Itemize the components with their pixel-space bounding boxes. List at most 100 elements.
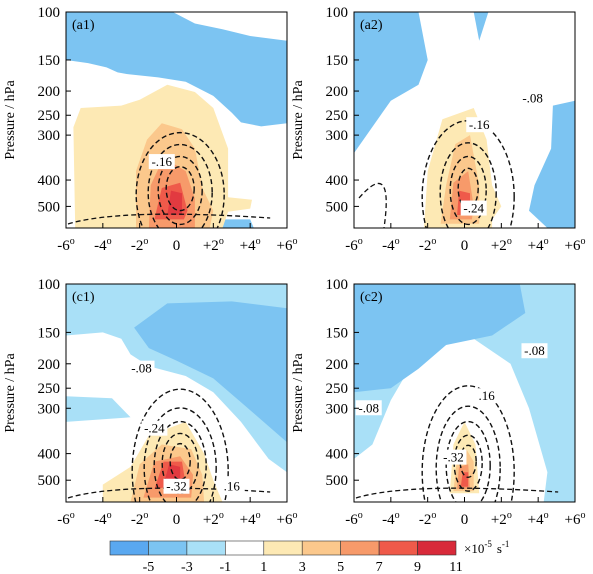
colorbar-unit: ×10-5 s-1 [464,539,509,556]
x-tick-label: -4o [382,236,400,254]
y-tick-label: 500 [38,199,61,215]
colorbar-swatch-7 [378,540,418,556]
y-tick-label: 150 [326,53,349,69]
y-tick-label: 500 [326,199,349,215]
y-tick-label: 250 [326,381,349,397]
contour-label-bg [466,117,493,133]
contour-label-bg [355,400,382,416]
y-tick-label: 250 [38,381,61,397]
contour-line-0 [165,165,195,212]
x-tick-label: -4o [382,510,400,528]
contour-line-2 [147,143,213,228]
colorbar: -5 -3 -1 1 3 5 7 9 11×10-5 s-1 [109,539,509,574]
contour-label-bg [460,200,487,216]
contour-line-4 [131,388,229,502]
y-axis-label: Pressure / hPa [3,353,18,433]
x-tick-label: +2o [203,236,224,254]
colorbar-label-8: 11 [449,560,462,574]
colorbar-swatch-5 [301,540,341,556]
y-tick-label: 500 [38,473,61,489]
shading-region-1 [218,219,254,228]
y-tick-label: 500 [326,473,349,489]
shading-region-5 [460,472,469,487]
x-tick-label: -6o [57,236,75,254]
plot-area: -.08 -.16 -.24 [354,12,575,228]
contour-line-2 [439,142,497,228]
colorbar-label-1: -3 [181,560,193,574]
contour-label-bg [521,343,548,359]
panel-label: (c1) [72,290,95,305]
colorbar-label-6: 7 [376,560,383,574]
colorbar-swatch-6 [340,540,380,556]
colorbar-swatch-4 [263,540,303,556]
colorbar-swatch-2 [186,540,226,556]
contour-line-2 [445,420,491,502]
y-tick-label: 200 [326,84,349,100]
contour-label-bg [148,154,175,170]
contour-line-3 [435,405,501,502]
contour-line-outer [358,182,387,228]
contour-line-0 [459,444,477,479]
contour-line-1 [157,155,203,226]
contour-line-1 [449,155,487,226]
x-tick-label: -2o [419,236,437,254]
y-tick-label: 400 [326,173,349,189]
panel-2: -.08 -.16 -.24 (a2) 100 150 200 250 300 400 500 -6o… [291,5,585,254]
y-tick-label: 300 [326,128,349,144]
contour-line-1 [161,432,199,495]
y-tick-label: 150 [38,325,61,341]
x-tick-label: +4o [528,236,549,254]
y-tick-label: 300 [38,401,61,417]
y-tick-label: 100 [326,277,349,293]
contour-label-bg [218,478,245,494]
y-axis-label: Pressure / hPa [291,353,306,433]
panel-4: -.08 -.08 .16 -.32 (c2) 100 150 200 250 300 400 500… [291,277,586,528]
contour-label-bg [163,478,190,494]
shading-region-2 [66,396,131,422]
y-tick-label: 100 [38,5,61,21]
shading-region-1 [134,301,287,443]
x-tick-label: -2o [131,510,149,528]
x-tick-label: 0 [173,238,181,254]
y-tick-label: 150 [326,325,349,341]
plot-area: -.08 -.24 -.32 .16 [66,284,287,502]
y-tick-label: 400 [38,447,61,463]
x-tick-label: 0 [461,238,469,254]
contour-label-1: -.24 [144,421,165,436]
contour-label-2: .16 [478,388,495,403]
colorbar-label-3: 1 [260,560,267,574]
shading-region-1 [354,284,526,393]
colorbar-label-5: 5 [337,560,344,574]
panel-1: -.16 (a1) 100 150 200 250 300 400 500 -6o -4o -2o 0 +… [3,5,298,254]
contour-label-bg [141,420,168,436]
y-axis-label: Pressure / hPa [3,80,18,160]
contour-label-0: -.08 [131,361,152,376]
x-tick-label: +6o [565,510,586,528]
shading-region-1 [473,12,489,41]
panel-label: (a2) [360,18,383,33]
y-tick-label: 150 [38,53,61,69]
contour-label-bg [128,360,155,376]
x-tick-label: +6o [277,510,298,528]
colorbar-swatch-1 [148,540,188,556]
contour-line-2 [153,420,207,502]
x-tick-label: -6o [345,510,363,528]
y-tick-label: 250 [38,108,61,124]
contour-label-3: .16 [224,479,241,494]
contour-label-2: -.24 [463,201,484,216]
y-tick-label: 200 [326,357,349,373]
plot-area: -.08 -.08 .16 -.32 [354,284,575,502]
x-tick-label: 0 [173,512,181,528]
x-tick-label: +4o [240,236,261,254]
x-tick-label: +2o [491,510,512,528]
x-tick-label: +6o [277,236,298,254]
x-tick-label: +2o [203,510,224,528]
shading-region-0 [66,12,287,127]
x-tick-label: +4o [528,510,549,528]
colorbar-label-7: 9 [414,560,421,574]
y-tick-label: 100 [38,277,61,293]
colorbar-label-2: -1 [219,560,231,574]
y-tick-label: 400 [326,447,349,463]
x-tick-label: -2o [419,510,437,528]
